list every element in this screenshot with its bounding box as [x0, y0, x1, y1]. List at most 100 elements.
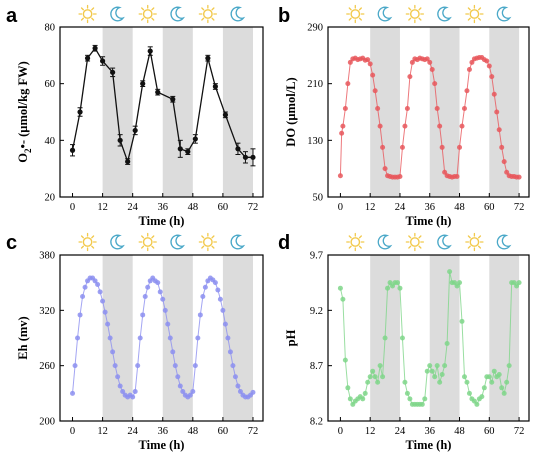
data-point [220, 307, 226, 313]
data-point [382, 335, 388, 341]
x-tick-label: 36 [158, 426, 169, 437]
data-point [202, 284, 208, 290]
x-tick-label: 72 [514, 426, 525, 437]
x-tick-label: 60 [218, 426, 229, 437]
data-point [394, 280, 400, 286]
y-axis-label-main: O [16, 153, 30, 163]
moon-shape [437, 234, 452, 250]
data-point [486, 63, 492, 69]
sun-ray [478, 235, 482, 239]
data-point [167, 335, 173, 341]
x-tick-label: 36 [158, 202, 169, 213]
moon-icon [496, 234, 512, 250]
sun-ray [91, 7, 95, 11]
moon-shape [110, 234, 125, 250]
x-tick-label: 12 [365, 426, 376, 437]
sun-disc [469, 9, 480, 19]
data-point [439, 372, 445, 378]
data-point [397, 173, 403, 179]
data-point [461, 374, 467, 380]
data-point [165, 321, 171, 327]
data-point [92, 45, 98, 51]
sun-icon [465, 232, 484, 252]
y-tick-label: 8.2 [310, 417, 323, 428]
chart-panel-d: d 0 12 24 36 48 60 72 8.2 8.7 9.2 9.7 Time (h) pH [278, 232, 530, 452]
data-point [222, 321, 228, 327]
sun-ray [211, 17, 215, 21]
sun-ray [418, 17, 422, 21]
moon-icon [170, 6, 186, 22]
data-point [84, 55, 91, 61]
data-point [479, 394, 485, 400]
data-point [469, 59, 475, 65]
data-point [145, 284, 151, 290]
data-point [342, 105, 348, 111]
sun-ray [358, 245, 362, 249]
data-point [459, 318, 465, 324]
sun-ray [211, 235, 215, 239]
data-point [362, 390, 368, 396]
data-point [377, 363, 383, 369]
x-tick-label: 48 [188, 426, 199, 437]
moon-shape [377, 6, 393, 22]
y-tick-label: 9.2 [310, 306, 323, 317]
sun-ray [348, 7, 352, 11]
data-point [235, 146, 241, 152]
sun-ray [80, 17, 84, 21]
data-point [360, 396, 366, 402]
sun-ray [80, 7, 84, 11]
sun-ray [201, 7, 205, 11]
data-point [237, 388, 243, 394]
data-point [375, 379, 381, 385]
sun-ray [151, 245, 155, 249]
data-point [372, 374, 378, 380]
data-point [250, 154, 256, 160]
x-tick-label: 60 [218, 202, 229, 213]
data-point [504, 379, 510, 385]
y-tick-label: 290 [307, 23, 323, 34]
x-tick-label: 12 [97, 202, 108, 213]
chart-panel-c: c 0 12 24 36 48 60 72 200 260 320 380 Time (h) Eh (mv… [6, 232, 264, 452]
data-point [464, 379, 470, 385]
sun-ray [358, 235, 362, 239]
x-axis-label: Time (h) [406, 438, 452, 452]
data-point [195, 335, 201, 341]
sun-ray [408, 17, 412, 21]
data-point [427, 363, 433, 369]
data-point [72, 363, 78, 369]
x-tick-label: 48 [454, 202, 465, 213]
data-point [424, 368, 430, 374]
data-point [105, 321, 111, 327]
data-point [192, 363, 198, 369]
sun-ray [418, 7, 422, 11]
data-point [147, 48, 153, 54]
y-axis-label-rest: •- (µmol/kg FW) [16, 61, 30, 148]
moon-shape [230, 234, 246, 250]
data-point [212, 83, 218, 90]
plot-frame [327, 254, 530, 422]
data-point [225, 335, 231, 341]
x-tick-label: 0 [338, 202, 343, 213]
data-point [365, 379, 371, 385]
moon-shape [377, 234, 393, 250]
y-tick-label: 320 [39, 306, 55, 317]
data-point [185, 149, 191, 155]
sun-icon [465, 4, 484, 24]
x-tick-label: 60 [484, 426, 495, 437]
y-tick-label: 260 [39, 361, 55, 372]
sun-disc [350, 9, 361, 19]
data-point [155, 280, 161, 286]
data-point [175, 374, 181, 380]
data-point [365, 57, 371, 63]
data-point [432, 81, 438, 87]
sun-ray [408, 235, 412, 239]
sun-icon [78, 232, 97, 252]
data-point [337, 173, 343, 179]
data-point [172, 363, 178, 369]
sun-icon [198, 4, 218, 24]
chart-panel-b: b 0 12 24 36 48 60 72 50 130 210 290 Time (h) DO (µmo… [278, 4, 530, 228]
data-point [100, 58, 106, 64]
x-tick-label: 0 [70, 426, 75, 437]
y-tick-label: 60 [45, 79, 56, 90]
sun-icon [405, 4, 425, 24]
